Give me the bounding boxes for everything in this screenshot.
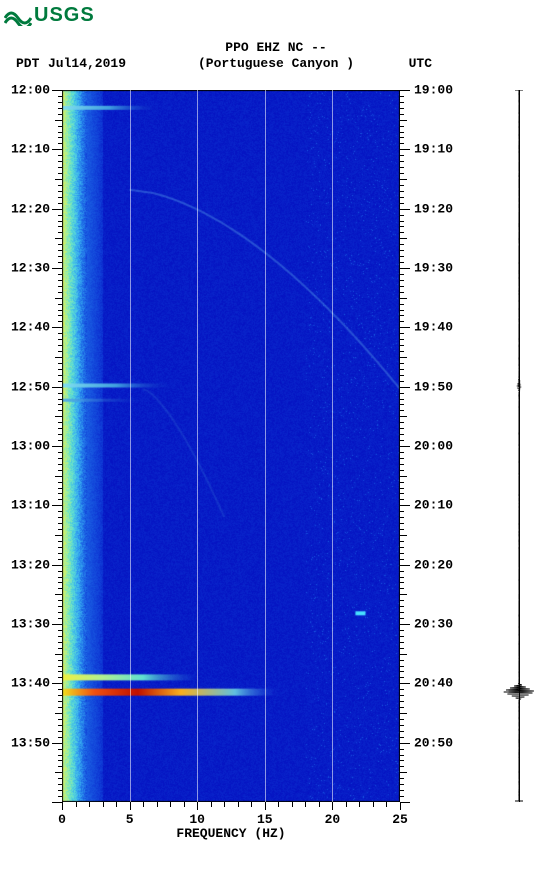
right-tick-label: 20:10: [414, 498, 453, 513]
spectrogram-plot: [62, 90, 400, 802]
amplitude-trace: [498, 90, 542, 802]
logo-text: USGS: [34, 4, 95, 27]
location: (Portuguese Canyon ): [0, 56, 552, 71]
left-tick-label: 13:10: [11, 498, 50, 513]
left-tick-label: 13:30: [11, 617, 50, 632]
left-tick-label: 12:30: [11, 261, 50, 276]
right-tick-label: 20:50: [414, 735, 453, 750]
y-axis-right: 19:0019:1019:2019:3019:4019:5020:0020:10…: [400, 90, 460, 802]
x-tick-label: 5: [126, 812, 134, 827]
x-tick-label: 15: [257, 812, 273, 827]
y-axis-left: 12:0012:1012:2012:3012:4012:5013:0013:10…: [10, 90, 62, 802]
right-tick-label: 19:20: [414, 201, 453, 216]
right-tick-label: 19:50: [414, 379, 453, 394]
right-tick-label: 19:10: [414, 142, 453, 157]
left-tick-label: 12:00: [11, 83, 50, 98]
left-tick-label: 12:20: [11, 201, 50, 216]
x-axis-label: FREQUENCY (HZ): [62, 826, 400, 841]
right-tick-label: 20:20: [414, 557, 453, 572]
x-tick-label: 25: [392, 812, 408, 827]
left-tick-label: 12:40: [11, 320, 50, 335]
right-tick-label: 20:30: [414, 617, 453, 632]
right-tick-label: 19:40: [414, 320, 453, 335]
left-tick-label: 13:50: [11, 735, 50, 750]
left-tick-label: 13:40: [11, 676, 50, 691]
usgs-logo: USGS: [4, 4, 95, 27]
left-tick-label: 13:20: [11, 557, 50, 572]
x-tick-label: 10: [189, 812, 205, 827]
right-tick-label: 20:40: [414, 676, 453, 691]
left-tick-label: 12:50: [11, 379, 50, 394]
right-tz: UTC: [409, 56, 432, 71]
station-line: PPO EHZ NC --: [0, 40, 552, 55]
right-tick-label: 19:30: [414, 261, 453, 276]
left-tick-label: 12:10: [11, 142, 50, 157]
x-tick-label: 20: [325, 812, 341, 827]
right-tick-label: 19:00: [414, 83, 453, 98]
left-tick-label: 13:00: [11, 439, 50, 454]
x-tick-label: 0: [58, 812, 66, 827]
right-tick-label: 20:00: [414, 439, 453, 454]
wave-icon: [4, 6, 32, 26]
